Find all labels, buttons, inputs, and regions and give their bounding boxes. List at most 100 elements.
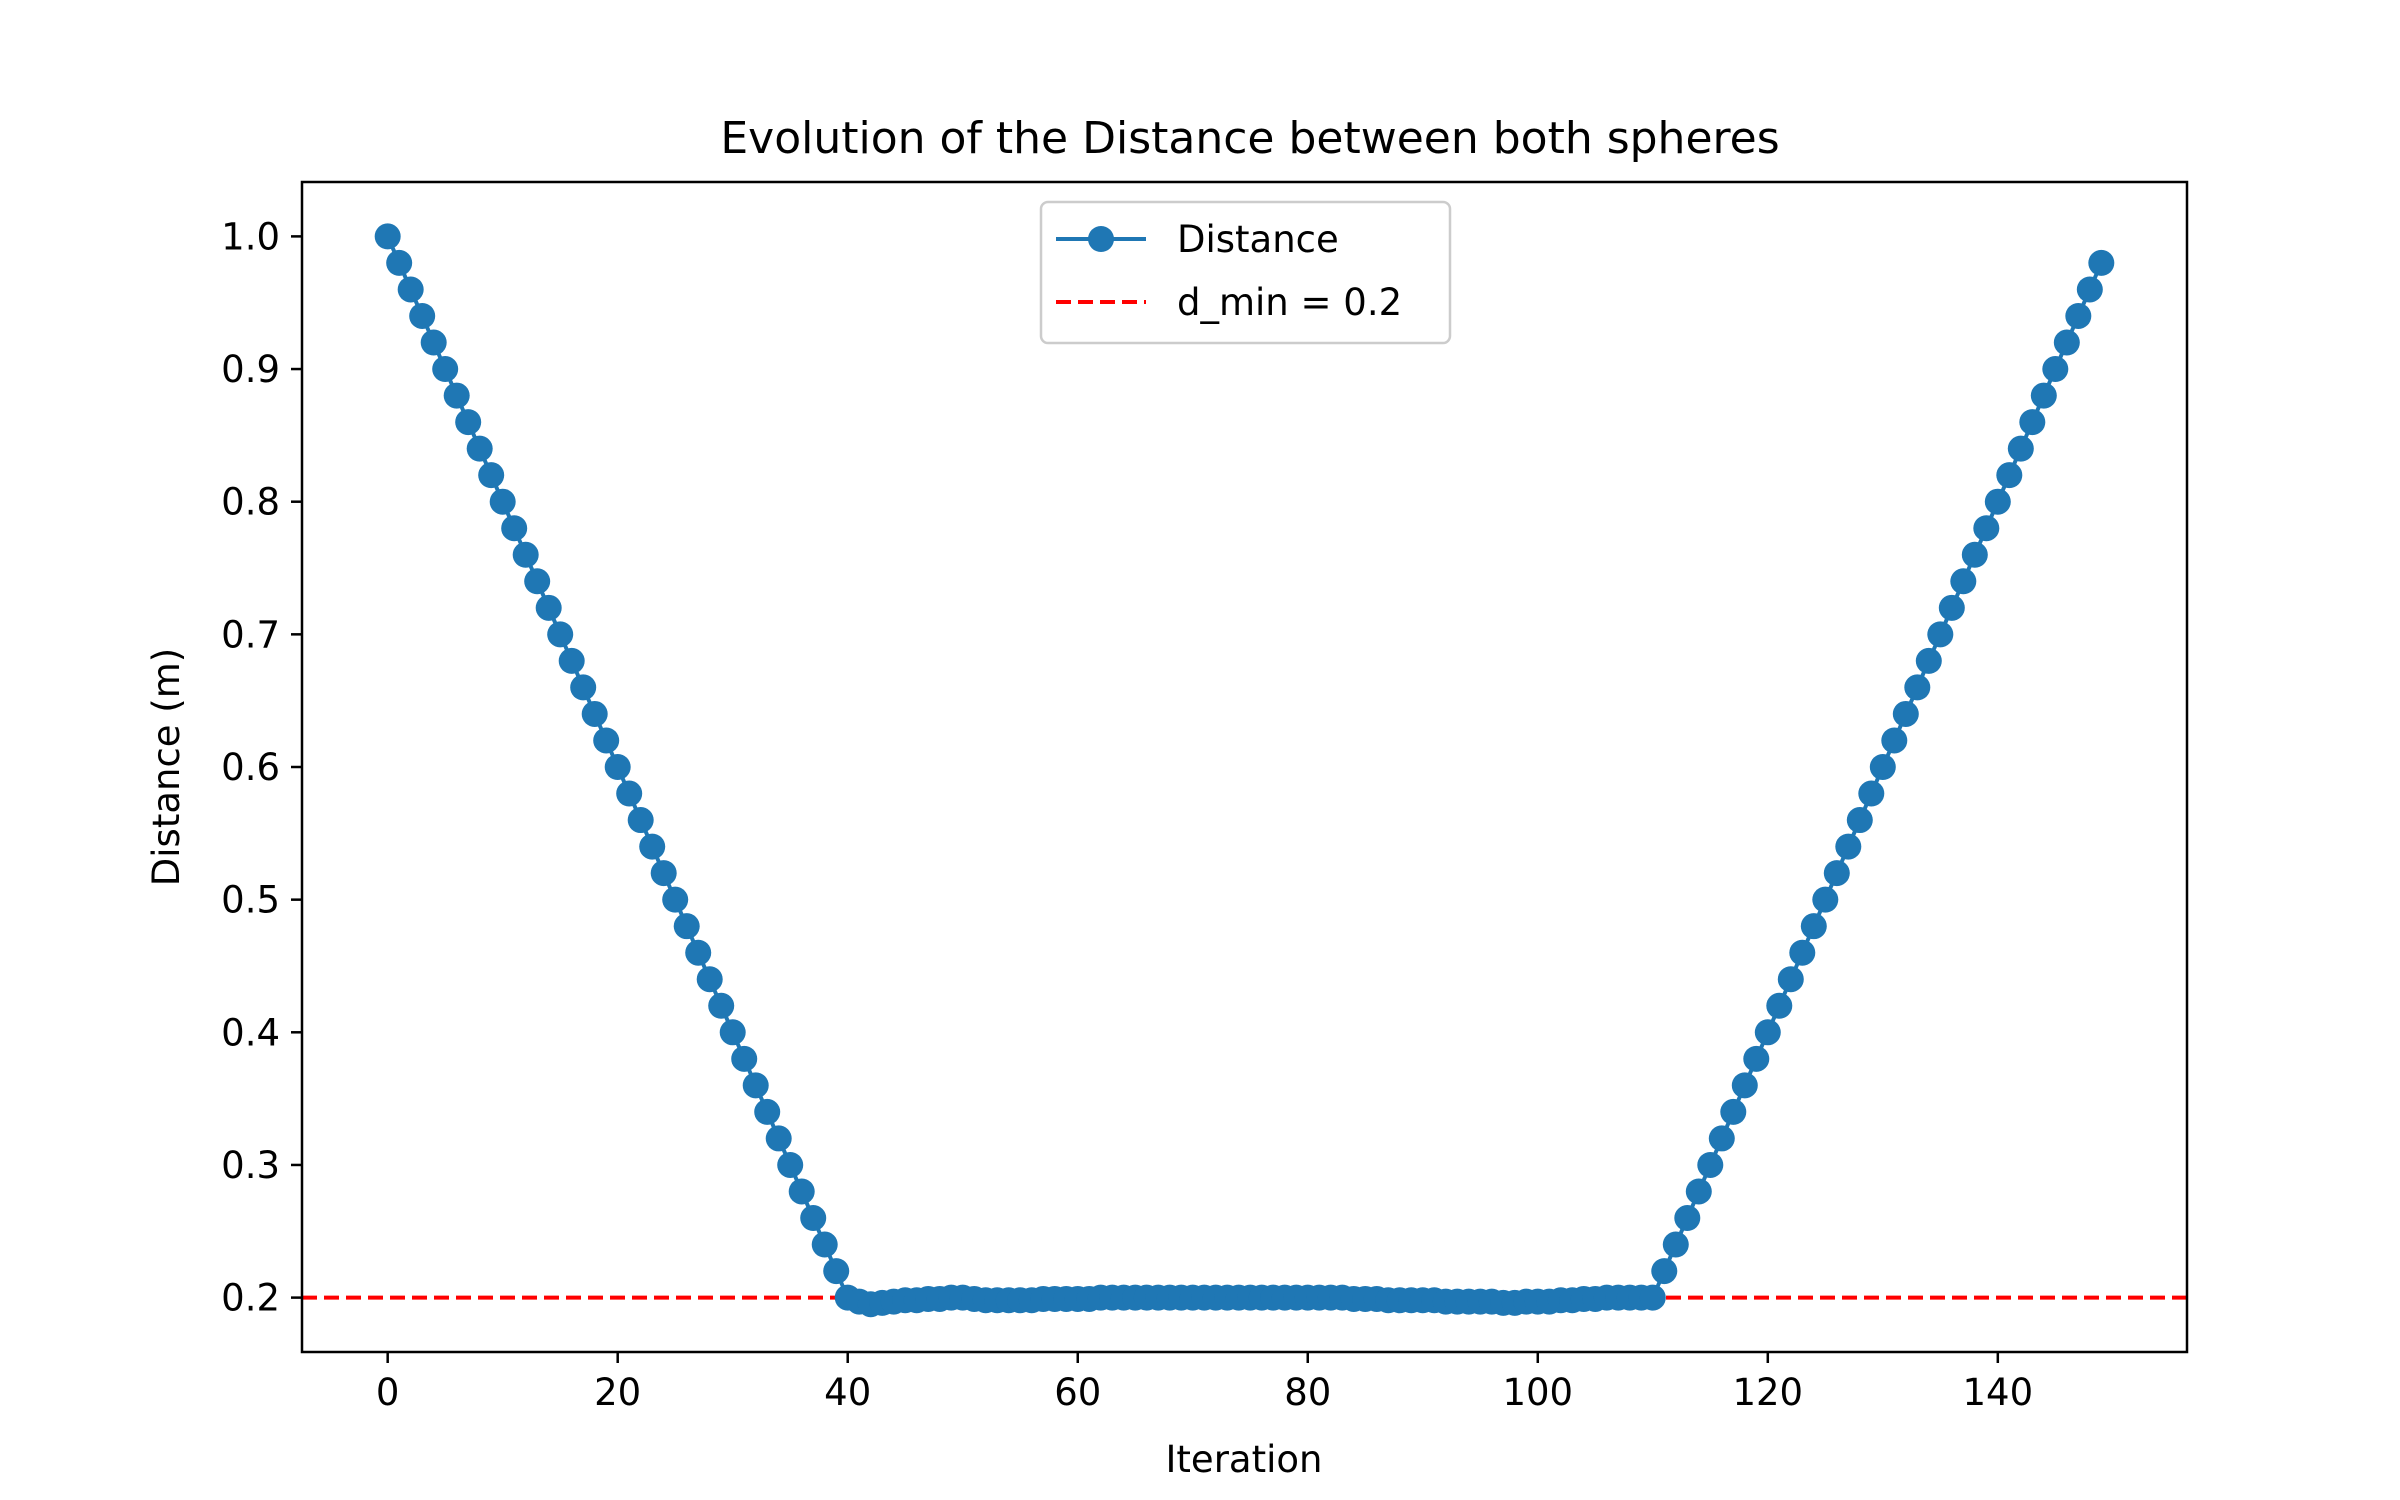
y-axis-label: Distance (m) [145,648,188,886]
distance-point [432,356,459,383]
distance-point [2019,409,2046,436]
plot-area [302,223,2187,1318]
distance-point [501,515,528,542]
x-tick-label: 40 [824,1371,871,1414]
distance-point [581,700,608,727]
distance-point [719,1019,746,1046]
distance-point [570,674,597,701]
distance-point [1743,1045,1770,1072]
y-tick-label: 0.5 [221,879,280,922]
distance-point [1777,966,1804,993]
distance-point [777,1151,804,1178]
legend: Distance d_min = 0.2 [1039,200,1452,345]
distance-point [1858,780,1885,807]
y-tick-label: 0.3 [221,1144,280,1187]
distance-point [593,727,620,754]
distance-point [524,568,551,595]
distance-point [443,382,470,409]
distance-point [1904,674,1931,701]
x-tick-label: 0 [376,1371,400,1414]
distance-point [1984,488,2011,515]
distance-point [627,807,654,834]
distance-point [1950,568,1977,595]
y-axis: 0.2 0.3 0.4 0.5 0.6 0.7 0.8 0.9 1.0 [221,215,302,1320]
distance-point [2053,329,2080,356]
legend-distance-marker [1088,226,1114,252]
distance-point [765,1125,792,1152]
distance-point [685,939,712,966]
distance-point [409,302,436,329]
x-axis: 0 20 40 60 80 100 120 140 [376,1352,2033,1414]
distance-point [754,1098,781,1125]
distance-point [1812,886,1839,913]
distance-point [1697,1151,1724,1178]
distance-point [1766,992,1793,1019]
x-tick-label: 100 [1502,1371,1573,1414]
distance-point [616,780,643,807]
y-tick-label: 0.9 [221,348,280,391]
distance-point [604,754,631,780]
distance-point [1846,807,1873,834]
x-tick-label: 140 [1962,1371,2033,1414]
x-tick-label: 120 [1732,1371,1803,1414]
distance-point [1892,700,1919,727]
distance-point [2076,276,2103,303]
distance-point [1800,913,1827,940]
distance-point [1731,1072,1758,1099]
distance-point [673,913,700,940]
distance-point [1720,1098,1747,1125]
legend-dmin-label: d_min = 0.2 [1177,281,1402,324]
distance-point [1869,754,1896,780]
distance-point [1674,1205,1701,1232]
distance-point [1881,727,1908,754]
distance-point [558,647,585,674]
y-tick-label: 0.4 [221,1011,280,1054]
distance-point [455,409,482,436]
distance-point [420,329,447,356]
distance-point [374,223,401,250]
distance-point [662,886,689,913]
distance-point [1938,594,1965,621]
distance-point [535,594,562,621]
distance-point [1823,860,1850,887]
distance-point [1789,939,1816,966]
distance-point [386,249,413,276]
distance-point [650,860,677,887]
x-tick-label: 60 [1054,1371,1101,1414]
distance-point [1754,1019,1781,1046]
distance-point [708,992,735,1019]
distance-point [1639,1284,1666,1311]
distance-point [2088,249,2115,276]
distance-point [823,1258,850,1285]
distance-point [466,435,493,462]
distance-point [1708,1125,1735,1152]
distance-point [788,1178,815,1205]
distance-point [800,1205,827,1232]
distance-point [1685,1178,1712,1205]
x-tick-label: 80 [1284,1371,1331,1414]
distance-point [2007,435,2034,462]
distance-point [1835,833,1862,860]
distance-point [742,1072,769,1099]
y-tick-label: 0.6 [221,746,280,789]
chart-title: Evolution of the Distance between both s… [720,113,1779,164]
distance-point [696,966,723,993]
distance-point [1915,647,1942,674]
legend-distance-label: Distance [1177,218,1339,261]
distance-point [1927,621,1954,648]
distance-point [1662,1231,1689,1258]
y-tick-label: 0.8 [221,481,280,524]
distance-point [1973,515,2000,542]
distance-point [512,541,539,568]
distance-point [1651,1258,1678,1285]
distance-point [2042,356,2069,383]
distance-point [1996,462,2023,489]
distance-point [731,1045,758,1072]
y-tick-label: 1.0 [221,215,280,258]
y-tick-label: 0.2 [221,1277,280,1320]
x-axis-label: Iteration [1166,1438,1323,1481]
y-tick-label: 0.7 [221,613,280,656]
distance-point [1961,541,1988,568]
distance-point [811,1231,838,1258]
